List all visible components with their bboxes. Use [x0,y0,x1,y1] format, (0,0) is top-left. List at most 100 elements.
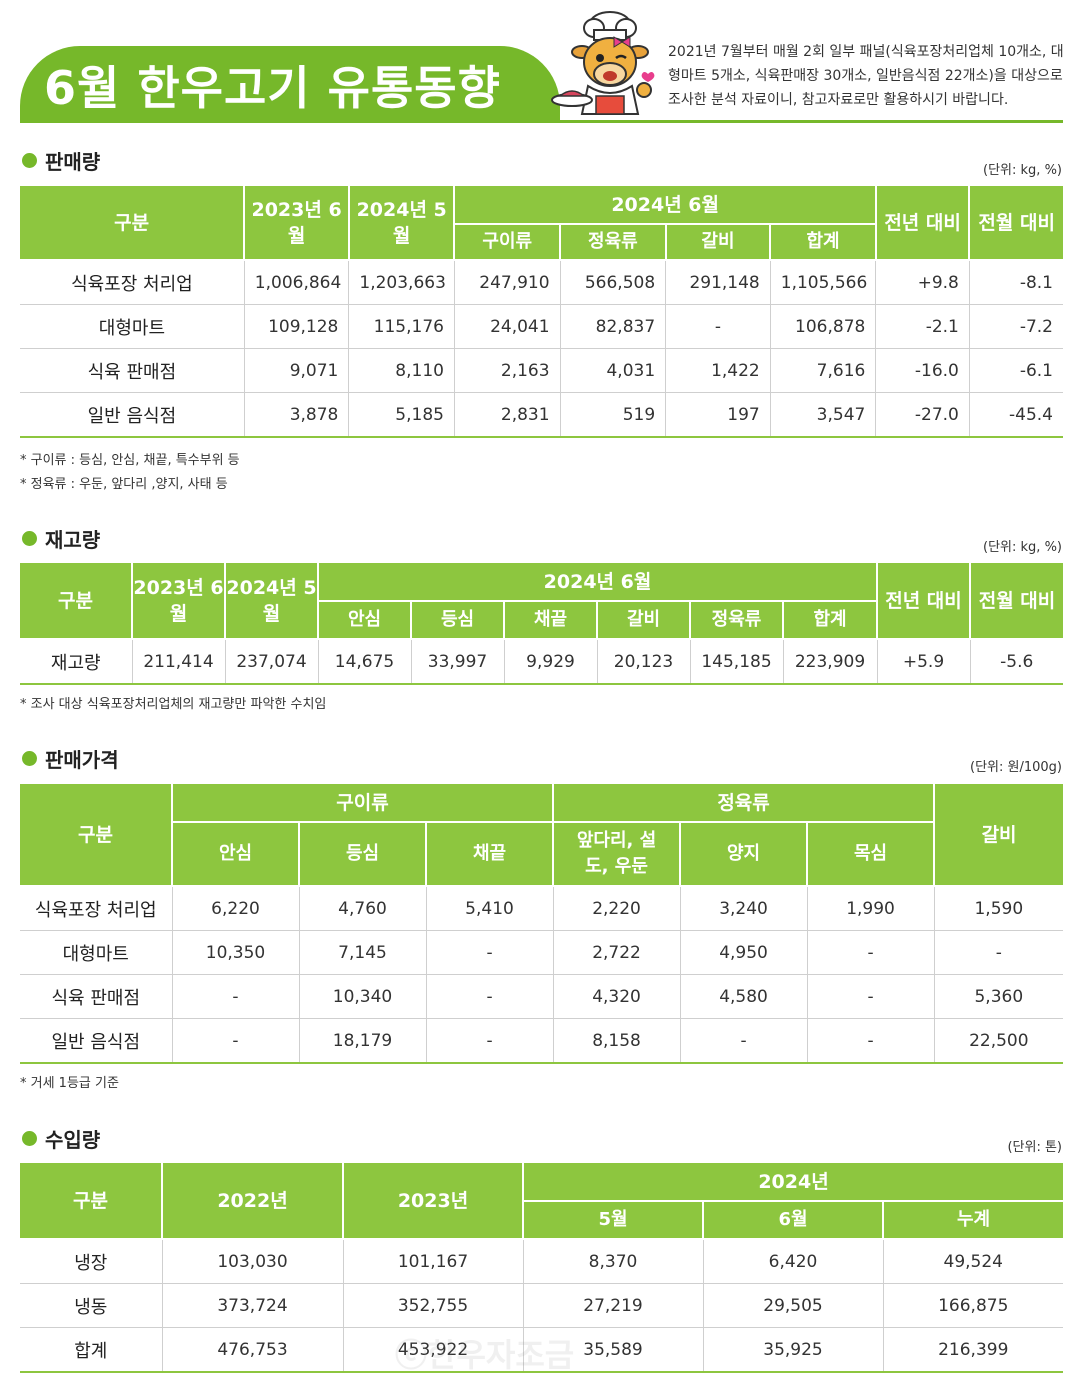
table-cell: +5.9 [877,639,971,685]
header-sub: 채끝 [503,600,598,640]
table-cell: 1,006,864 [244,260,350,305]
table-cell: 519 [560,392,667,438]
table-cell: 5,410 [426,886,554,931]
table-row: 냉동 373,724 352,755 27,219 29,505 166,875 [20,1283,1064,1328]
table-cell: 1,203,663 [348,260,455,305]
header-sub: 합계 [782,600,877,640]
header-sub: 누계 [881,1200,1064,1240]
header-sub: 5월 [523,1200,704,1240]
header-sub: 등심 [298,821,427,887]
table-cell: 4,760 [299,886,427,931]
price-unit: (단위: 원/100g) [970,760,1062,775]
table-cell: 291,148 [665,260,771,305]
table-cell: 27,219 [523,1283,704,1328]
chef-cow-mascot-icon [551,11,655,115]
table-cell: 22,500 [934,1018,1064,1064]
table-cell: 14,675 [318,639,412,685]
table-cell: 2,722 [553,930,681,975]
header-2023-06: 2023년 6월 [243,186,350,261]
table-cell: 2,831 [454,392,561,438]
inventory-table: 구분 2023년 6월 2024년 5월 2024년 6월 전년 대비 전월 대… [20,563,1063,685]
header-sub: 목심 [806,821,935,887]
table-cell: 247,910 [454,260,561,305]
table-cell: 166,875 [883,1283,1064,1328]
header-yoy: 전년 대비 [874,186,971,261]
bullet-dot-icon [22,1131,37,1146]
header-galbi: 갈비 [933,784,1064,887]
table-cell: 6,220 [172,886,300,931]
table-cell: 4,950 [680,930,808,975]
table-row: 식육포장 처리업 6,220 4,760 5,410 2,220 3,240 1… [20,886,1064,931]
table-cell: 4,320 [553,974,681,1019]
header-2023-06: 2023년 6월 [131,563,226,640]
table-cell: 8,110 [348,348,455,393]
table-row: 일반 음식점 3,878 5,185 2,831 519 197 3,547 -… [20,392,1063,438]
table-cell: 103,030 [162,1239,344,1284]
row-label: 냉동 [20,1283,163,1328]
table-row: 식육 판매점 - 10,340 - 4,320 4,580 - 5,360 [20,974,1064,1019]
table-cell: 109,128 [244,304,350,349]
header-sub: 갈비 [596,600,691,640]
table-cell: 10,350 [172,930,300,975]
table-cell: 223,909 [783,639,878,685]
header-2024-05: 2024년 5월 [224,563,319,640]
header-sub: 안심 [172,821,300,887]
footnote: * 구이류 : 등심, 안심, 채끝, 특수부위 등 [20,453,240,468]
table-cell: 4,580 [680,974,808,1019]
table-cell: -7.2 [969,304,1063,349]
table-cell: 7,616 [770,348,877,393]
header-sub: 6월 [702,1200,884,1240]
table-cell: - [172,1018,300,1064]
table-cell: 237,074 [225,639,319,685]
table-cell: 1,990 [807,886,935,931]
table-row: 대형마트 109,128 115,176 24,041 82,837 - 106… [20,304,1063,349]
sales-unit: (단위: kg, %) [983,163,1062,178]
table-cell: 373,724 [162,1283,344,1328]
header-mom: 전월 대비 [969,563,1063,640]
header-divider [20,120,1063,123]
bullet-dot-icon [22,153,37,168]
table-cell: 2,220 [553,886,681,931]
header-2024-06: 2024년 6월 [453,186,877,225]
header-group-grill: 구이류 [170,784,555,823]
table-cell: 10,340 [299,974,427,1019]
header-2023: 2023년 [342,1163,524,1240]
table-cell: 115,176 [348,304,455,349]
table-cell: -2.1 [875,304,970,349]
table-row: 재고량 211,414 237,074 14,675 33,997 9,929 … [20,639,1063,685]
table-cell: 1,105,566 [770,260,877,305]
intro-text: 2021년 7월부터 매월 2회 일부 패널(식육포장처리업체 10개소, 대형… [668,44,1064,108]
bullet-dot-icon [22,751,37,766]
imports-unit: (단위: 톤) [1007,1140,1062,1155]
header-category: 구분 [20,784,173,887]
header-category: 구분 [20,563,133,640]
table-cell: 1,590 [934,886,1064,931]
table-cell: - [426,1018,554,1064]
table-cell: 7,145 [299,930,427,975]
section-title-imports: 수입량 [22,1124,100,1153]
table-cell: +9.8 [875,260,970,305]
table-cell: - [807,974,935,1019]
header-sub: 양지 [679,821,809,887]
header-sub: 채끝 [424,821,555,887]
header-category: 구분 [20,1163,163,1240]
table-cell: 8,370 [523,1239,704,1284]
table-cell: - [807,930,935,975]
row-label: 대형마트 [20,304,245,349]
inventory-unit: (단위: kg, %) [983,540,1062,555]
row-label: 식육 판매점 [20,974,173,1019]
table-row: 냉장 103,030 101,167 8,370 6,420 49,524 [20,1239,1064,1284]
table-cell: -16.0 [875,348,970,393]
table-cell: 6,420 [703,1239,884,1284]
table-cell: -27.0 [875,392,970,438]
header-yoy: 전년 대비 [876,563,971,640]
table-cell: 476,753 [162,1327,344,1373]
sales-table: 구분 2023년 6월 2024년 5월 2024년 6월 전년 대비 전월 대… [20,186,1063,438]
header-sub: 안심 [318,600,412,640]
row-label: 식육포장 처리업 [20,886,173,931]
table-cell: - [934,930,1064,975]
table-cell: -45.4 [969,392,1063,438]
header-2024-06: 2024년 6월 [317,563,878,602]
header-mom: 전월 대비 [968,186,1063,261]
table-cell: 2,163 [454,348,561,393]
